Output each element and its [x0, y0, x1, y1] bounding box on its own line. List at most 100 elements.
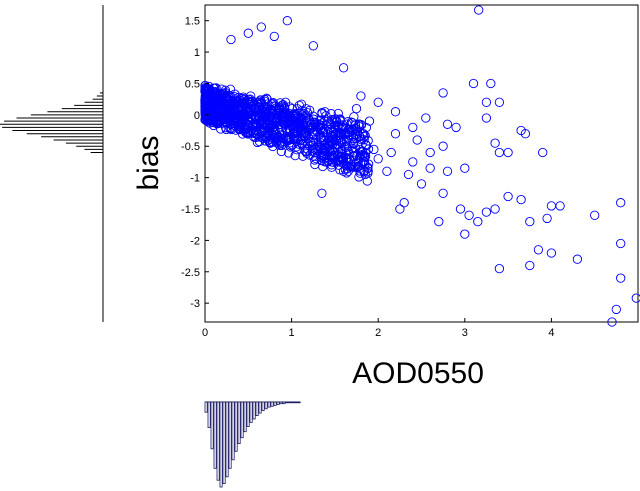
- data-point: [451, 122, 461, 133]
- data-point: [481, 113, 492, 123]
- x-hist-bar: [279, 401, 283, 405]
- data-point: [395, 204, 405, 214]
- data-point: [408, 122, 418, 133]
- data-point: [438, 188, 448, 198]
- scatter-points: [226, 5, 640, 327]
- x-hist-bar: [264, 401, 268, 410]
- x-hist-bar: [276, 401, 280, 405]
- cluster-point: [335, 157, 345, 167]
- x-hist-bar: [213, 401, 217, 469]
- cluster-point: [315, 115, 326, 125]
- cluster-point: [310, 159, 320, 170]
- cluster-point: [363, 159, 374, 169]
- data-point: [421, 113, 431, 123]
- data-point: [486, 78, 496, 89]
- cluster-point: [290, 108, 300, 119]
- data-point: [282, 16, 292, 26]
- data-point: [269, 31, 279, 42]
- cluster-point: [308, 114, 319, 124]
- cluster-point: [211, 89, 222, 99]
- cluster-point: [314, 146, 324, 156]
- cluster-point: [261, 93, 272, 103]
- x-hist-bar: [285, 401, 289, 404]
- cluster-point: [263, 127, 274, 138]
- cluster-point: [325, 139, 335, 149]
- cluster-point: [230, 100, 240, 110]
- x-hist-bar: [273, 401, 277, 406]
- cluster-point: [289, 112, 300, 122]
- cluster-point: [250, 103, 260, 113]
- cluster-point: [354, 152, 365, 162]
- cluster-point: [348, 124, 358, 135]
- cluster-point: [305, 105, 315, 115]
- cluster-point: [289, 128, 300, 138]
- x-hist-bar: [294, 401, 298, 404]
- cluster-point: [220, 87, 231, 98]
- cluster-point: [359, 166, 369, 176]
- cluster-point: [333, 147, 343, 157]
- cluster-point: [205, 111, 215, 121]
- cluster-point: [362, 176, 372, 186]
- data-point: [338, 63, 349, 73]
- cluster-point: [246, 113, 257, 123]
- cluster-point: [274, 102, 284, 113]
- data-point: [503, 191, 513, 202]
- y-tick-label: -0.5: [181, 141, 200, 153]
- data-point: [533, 245, 544, 255]
- cluster-point: [252, 126, 262, 136]
- cluster-point: [271, 103, 282, 113]
- cluster-point: [215, 112, 226, 122]
- cluster-point: [218, 103, 228, 113]
- data-point: [455, 204, 466, 214]
- cluster-point: [220, 85, 231, 95]
- cluster-point: [298, 151, 308, 161]
- cluster-point: [221, 123, 231, 133]
- data-point: [256, 22, 266, 32]
- cluster-point: [212, 115, 222, 126]
- data-point: [555, 201, 565, 211]
- cluster-point: [234, 118, 244, 129]
- x-hist-bar: [234, 401, 238, 452]
- y-tick-label: 0.5: [185, 78, 200, 90]
- data-point: [572, 254, 583, 264]
- data-point: [616, 238, 626, 249]
- cluster-point: [327, 145, 338, 155]
- cluster-point: [356, 120, 367, 130]
- x-hist-bar: [246, 401, 250, 428]
- cluster-point: [305, 137, 315, 148]
- x-tick-label: 0: [202, 327, 208, 339]
- cluster-point: [359, 131, 369, 142]
- cluster-point: [302, 108, 313, 118]
- y-tick-label: 1: [194, 47, 200, 59]
- data-point: [390, 129, 401, 139]
- data-point: [425, 163, 435, 173]
- x-hist-bar: [237, 401, 241, 444]
- cluster-point: [313, 141, 324, 151]
- cluster-point: [234, 107, 244, 117]
- cluster-point: [320, 146, 331, 157]
- data-point: [611, 304, 621, 315]
- data-point: [468, 78, 479, 89]
- data-point: [590, 210, 600, 220]
- data-point: [386, 147, 396, 158]
- cluster-point: [201, 95, 211, 106]
- x-hist-bar: [207, 401, 211, 428]
- cluster-point: [361, 140, 371, 151]
- data-point: [464, 210, 474, 220]
- x-hist-bar: [267, 401, 271, 408]
- cluster-point: [270, 101, 281, 111]
- cluster-point: [317, 109, 327, 119]
- cluster-point: [338, 120, 348, 130]
- data-point: [438, 141, 448, 151]
- cluster-point: [349, 112, 359, 122]
- x-hist-bar: [255, 401, 259, 417]
- data-point: [494, 263, 505, 274]
- cluster-point: [236, 106, 246, 116]
- data-point: [442, 119, 453, 129]
- x-axis-ticks: 0 1 2 3 4: [202, 318, 554, 339]
- cluster-point: [308, 138, 319, 148]
- cluster-point: [331, 136, 341, 146]
- data-point: [243, 28, 253, 38]
- data-point: [503, 147, 513, 158]
